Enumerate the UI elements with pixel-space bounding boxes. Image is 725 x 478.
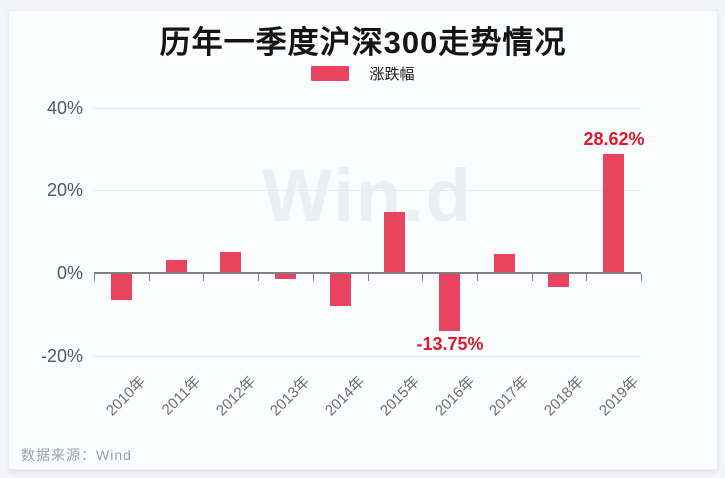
chart-title: 历年一季度沪深300走势情况 (159, 25, 567, 60)
y-axis-label: 20% (46, 180, 83, 200)
wind-watermark: Win.d (262, 154, 473, 237)
bar-2018年 (548, 274, 569, 287)
gridline--20 (94, 356, 641, 357)
x-axis-tick (586, 274, 587, 281)
bar-2019年 (603, 154, 624, 272)
plot-area: 40% 20% 0% -20% 2010年 2011年 2012年 2013年 2014年 201… (9, 11, 719, 471)
x-axis-tick (641, 274, 642, 281)
legend-swatch-icon (311, 66, 350, 81)
bar-2013年 (275, 274, 296, 279)
chart-card: 历年一季度沪深300走势情况 涨跌幅 Win.d 40% 20% 0% -20% 201… (8, 10, 718, 470)
x-axis-tick (258, 274, 259, 281)
x-axis-tick (203, 274, 204, 281)
data-label-2016年: -13.75% (416, 334, 484, 354)
data-label-2019年: 28.62% (583, 129, 645, 149)
gridline-20 (94, 190, 641, 191)
y-axis-label: 0% (56, 263, 83, 283)
legend: 涨跌幅 (9, 63, 717, 84)
bar-2012年 (220, 252, 241, 272)
x-axis-tick (368, 274, 369, 281)
y-axis-label: -20% (40, 346, 83, 366)
data-source-note: 数据来源：Wind (21, 447, 132, 463)
x-axis-tick (313, 274, 314, 281)
bar-2016年 (439, 274, 460, 331)
y-axis-label: 40% (46, 98, 83, 118)
x-axis-tick (94, 274, 95, 281)
x-axis-tick (422, 274, 423, 281)
legend-label: 涨跌幅 (369, 66, 415, 83)
gridline-40 (94, 108, 641, 109)
bar-2014年 (330, 274, 351, 306)
bar-2010年 (111, 274, 132, 300)
bar-2015年 (384, 212, 405, 272)
bar-2011年 (166, 260, 187, 272)
x-axis-tick (532, 274, 533, 281)
x-axis-line (94, 272, 641, 274)
x-axis-tick (477, 274, 478, 281)
bar-2017年 (494, 254, 515, 272)
x-axis-tick (149, 274, 150, 281)
